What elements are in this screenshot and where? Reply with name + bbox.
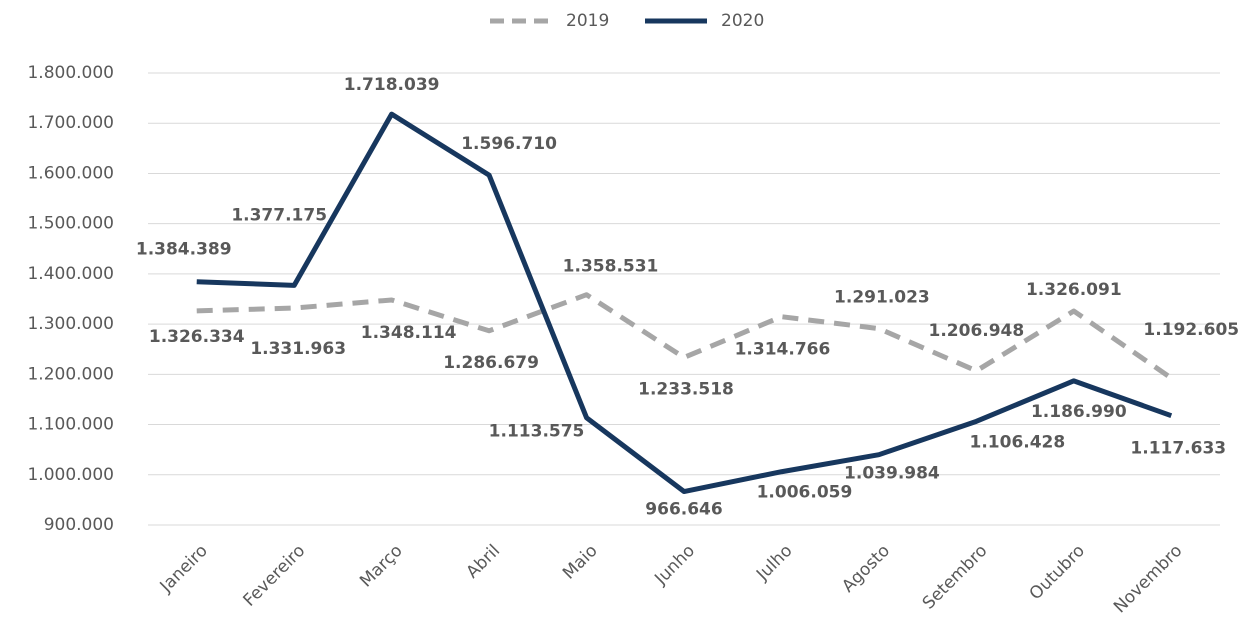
data-label: 1.326.334 [149,327,245,347]
y-tick-label: 1.400.000 [27,264,114,284]
y-tick-label: 1.700.000 [27,113,114,133]
y-tick-label: 1.000.000 [27,465,114,485]
x-tick-label: Outubro [1026,541,1089,604]
data-label: 1.377.175 [231,205,327,225]
x-tick-label: Junho [650,541,699,590]
data-label: 1.326.091 [1026,280,1122,300]
series-line [196,111,1173,495]
y-tick-label: 900.000 [44,515,114,535]
y-tick-label: 1.500.000 [27,214,114,234]
data-label: 1.113.575 [489,422,585,442]
data-label: 1.331.963 [250,339,346,359]
data-label: 1.348.114 [361,323,457,343]
data-label: 1.106.428 [970,432,1066,452]
y-tick-label: 1.800.000 [27,63,114,83]
x-tick-label: Março [356,541,407,592]
data-label: 1.286.679 [443,353,539,373]
data-label: 1.314.766 [735,340,831,360]
data-label: 1.718.039 [344,75,440,95]
x-tick-label: Abril [463,541,505,583]
y-tick-label: 1.600.000 [27,163,114,183]
x-tick-label: Agosto [838,541,894,597]
data-label: 1.186.990 [1031,402,1127,422]
data-label: 1.384.389 [136,240,232,260]
x-tick-label: Novembro [1110,541,1186,617]
data-label: 1.291.023 [834,288,930,308]
data-label: 1.006.059 [757,483,853,503]
data-label: 1.596.710 [461,134,557,154]
x-tick-label: Maio [559,541,602,584]
y-tick-label: 1.100.000 [27,415,114,435]
x-tick-label: Setembro [919,541,992,614]
data-label: 1.358.531 [563,257,659,277]
data-label: 1.233.518 [638,379,734,399]
data-label: 1.206.948 [929,321,1025,341]
data-label: 1.192.605 [1143,320,1239,340]
y-tick-label: 1.200.000 [27,364,114,384]
y-tick-label: 1.300.000 [27,314,114,334]
data-label: 1.117.633 [1130,439,1226,459]
data-label: 1.039.984 [844,464,940,484]
x-tick-label: Janeiro [156,541,212,597]
series-line [196,292,1173,381]
legend-label: 2019 [566,11,609,31]
data-label: 966.646 [645,500,722,520]
x-tick-label: Julho [752,541,796,585]
x-tick-label: Fevereiro [239,541,309,611]
legend-label: 2020 [721,11,764,31]
